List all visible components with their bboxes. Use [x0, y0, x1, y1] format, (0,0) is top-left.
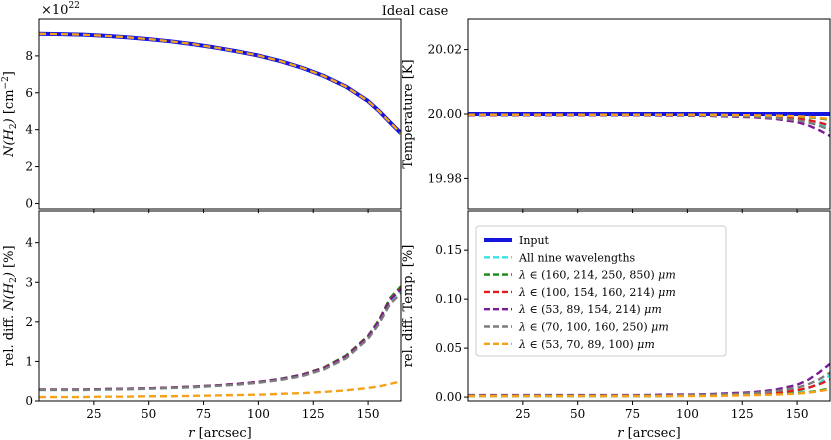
series-line-s5-br [468, 388, 830, 398]
legend-label-all: All nine wavelengths [518, 251, 636, 264]
panel-rel-diff-column-density-frame [38, 210, 402, 402]
panel-column-density-frame [38, 18, 402, 210]
x-axis-label-right: r [arcsec] [617, 426, 680, 440]
x-tick-label-bl-5: 150 [357, 407, 380, 421]
panel-rel-diff-temperature-plot [468, 362, 830, 398]
y-axis-label-column-density: N(H2) [cm−2] [1, 71, 19, 158]
y-axis-label-rel-diff-column-density: rel. diff. N(H2) [%] [2, 245, 19, 366]
y-offset-label: ×1022 [41, 1, 80, 18]
legend-label-s1: λ ∈ (160, 214, 250, 850) μm [518, 269, 676, 282]
x-tick-label-bl-3: 100 [247, 407, 270, 421]
y-tick-label-br-3: 0.15 [435, 243, 462, 257]
series-line-s3-br [468, 362, 830, 397]
x-tick-label-br-2: 75 [625, 407, 640, 421]
x-tick-label-bl-0: 25 [86, 407, 101, 421]
x-tick-label-bl-2: 75 [196, 407, 211, 421]
legend-label-s3: λ ∈ (53, 89, 154, 214) μm [518, 303, 662, 316]
series-line-s4-bl [39, 292, 401, 392]
x-tick-label-br-4: 125 [731, 407, 754, 421]
series-line-s5-bl [39, 380, 401, 399]
x-axis-label-left: r [arcsec] [188, 426, 251, 440]
y-tick-label-tr-2: 20.02 [428, 43, 462, 57]
x-tick-label-bl-4: 125 [302, 407, 325, 421]
y-tick-label-tl-0: 0 [25, 196, 33, 210]
legend: Input All nine wavelengths λ ∈ (160, 214, … [475, 225, 727, 357]
legend-label-s4: λ ∈ (70, 100, 160, 250) μm [518, 321, 669, 334]
panel-rel-diff-column-density-plot [39, 285, 401, 399]
x-tick-label-br-0: 25 [515, 407, 530, 421]
series-line-s3-bl [39, 288, 401, 391]
series-line-s4-br [468, 371, 830, 397]
x-tick-label-bl-1: 50 [141, 407, 156, 421]
series-line-all-br [468, 374, 830, 398]
series-line-s4-tr [468, 113, 830, 132]
y-tick-label-br-2: 0.10 [435, 292, 462, 306]
panel-rel-diff-temperature-ticks: 25 50 75 100 125 150 0.00 0.05 0.10 0.15 [435, 243, 808, 421]
y-tick-label-br-1: 0.05 [435, 341, 462, 355]
x-tick-label-br-5: 150 [786, 407, 809, 421]
series-line-s2-br [468, 378, 830, 397]
series-line-s1-bl [39, 285, 401, 391]
y-tick-label-bl-4: 4 [25, 236, 33, 250]
y-tick-label-br-0: 0.00 [435, 390, 462, 404]
panel-rel-diff-temperature-frame [467, 210, 831, 402]
y-tick-label-tr-1: 20.00 [428, 107, 462, 121]
y-tick-label-bl-3: 3 [25, 275, 33, 289]
panel-temperature-ticks: 19.98 20.00 20.02 [428, 43, 798, 213]
panel-column-density-ticks: 0 2 4 6 8 [25, 49, 369, 213]
panel-column-density-plot [39, 31, 401, 135]
figure-title: Ideal case [382, 4, 449, 19]
panel-rel-diff-column-density-ticks: 25 50 75 100 125 150 0 1 2 3 4 [25, 236, 379, 421]
series-line-all-tr [468, 113, 830, 130]
y-tick-label-bl-1: 1 [25, 354, 33, 368]
y-axis-label-rel-diff-temperature: rel. diff. Temp. [%] [401, 245, 416, 368]
y-tick-label-bl-0: 0 [25, 394, 33, 408]
x-tick-label-br-1: 50 [570, 407, 585, 421]
y-tick-label-tr-0: 19.98 [428, 171, 462, 185]
y-tick-label-tl-1: 2 [25, 160, 33, 174]
series-line-s2-bl [39, 287, 401, 391]
y-axis-label-temperature: Temperature [K] [401, 59, 416, 168]
y-tick-label-tl-2: 4 [25, 123, 33, 137]
legend-label-s5: λ ∈ (53, 70, 89, 100) μm [518, 338, 655, 351]
legend-label-input: Input [519, 234, 550, 247]
series-line-s3-tr [468, 114, 830, 137]
x-tick-label-br-3: 100 [676, 407, 699, 421]
y-tick-label-tl-4: 8 [25, 49, 33, 63]
panel-temperature-frame [467, 18, 831, 210]
legend-box [475, 225, 727, 357]
y-tick-label-bl-2: 2 [25, 315, 33, 329]
series-line-fits-orange-tl [39, 32, 401, 135]
legend-label-s2: λ ∈ (100, 154, 160, 214) μm [518, 286, 676, 299]
series-line-all-bl [39, 289, 401, 392]
y-tick-label-tl-3: 6 [25, 86, 33, 100]
panel-temperature-plot [468, 112, 830, 137]
